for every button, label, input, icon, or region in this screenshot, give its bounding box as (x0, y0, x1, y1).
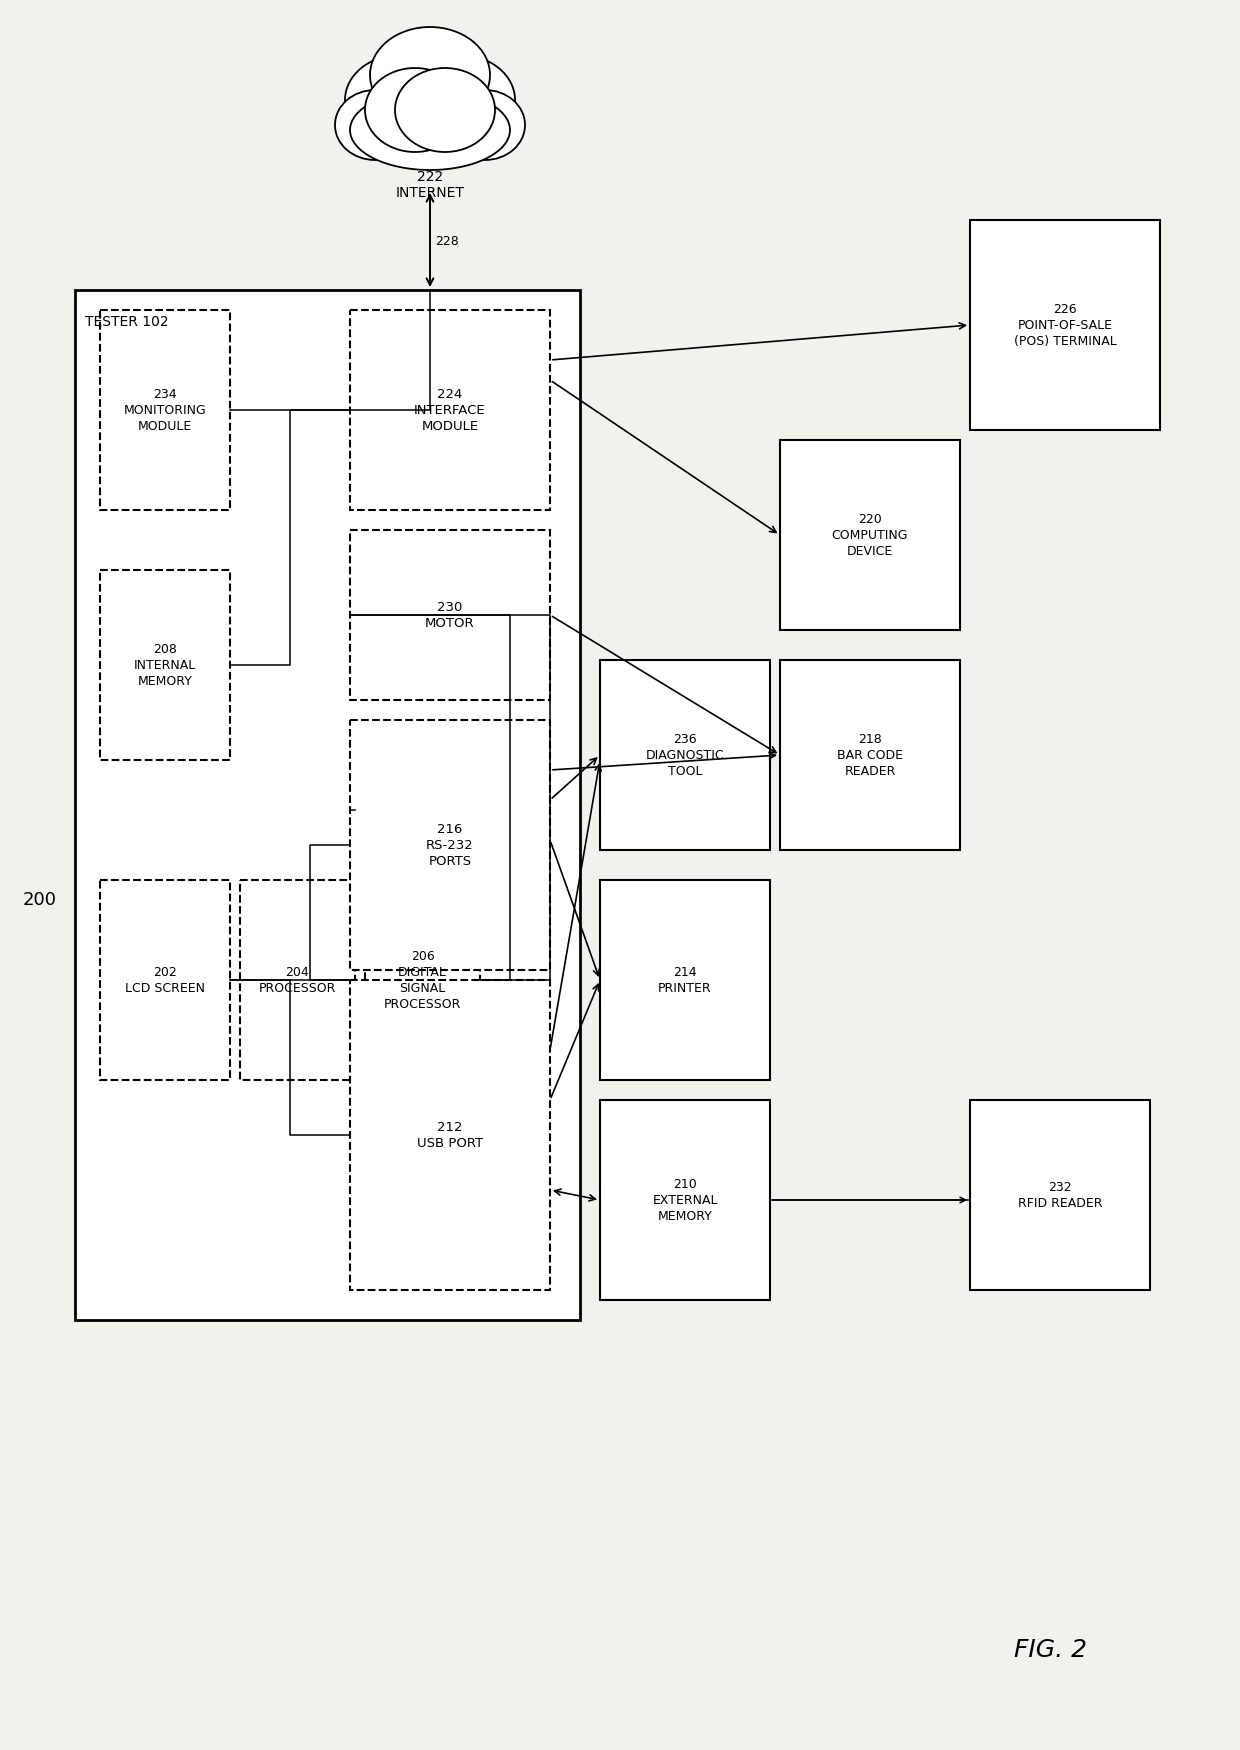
Text: 208
INTERNAL
MEMORY: 208 INTERNAL MEMORY (134, 642, 196, 688)
Text: 224
INTERFACE
MODULE: 224 INTERFACE MODULE (414, 387, 486, 432)
Bar (100, 310, 229, 509)
Text: TESTER 102: TESTER 102 (86, 315, 169, 329)
Text: 236
DIAGNOSTIC
TOOL: 236 DIAGNOSTIC TOOL (646, 733, 724, 777)
Text: 234
MONITORING
MODULE: 234 MONITORING MODULE (124, 387, 206, 432)
Bar (970, 220, 1159, 430)
Text: 226
POINT-OF-SALE
(POS) TERMINAL: 226 POINT-OF-SALE (POS) TERMINAL (1013, 303, 1116, 348)
Text: 228: 228 (435, 234, 459, 248)
Text: 202
LCD SCREEN: 202 LCD SCREEN (125, 966, 205, 994)
Text: 204
PROCESSOR: 204 PROCESSOR (259, 966, 336, 994)
Text: 232
RFID READER: 232 RFID READER (1018, 1181, 1102, 1209)
Ellipse shape (345, 54, 455, 145)
Bar (350, 980, 551, 1290)
Bar (970, 1101, 1149, 1290)
Text: 200: 200 (24, 891, 57, 908)
Text: 222
INTERNET: 222 INTERNET (396, 170, 465, 200)
Ellipse shape (335, 89, 415, 159)
Bar (350, 530, 551, 700)
Ellipse shape (396, 68, 495, 152)
Ellipse shape (370, 26, 490, 123)
Ellipse shape (350, 89, 510, 170)
Bar (74, 290, 580, 1320)
Text: 220
COMPUTING
DEVICE: 220 COMPUTING DEVICE (832, 513, 908, 558)
Text: 218
BAR CODE
READER: 218 BAR CODE READER (837, 733, 903, 777)
Bar (780, 439, 960, 630)
Bar (350, 310, 551, 509)
Ellipse shape (445, 89, 525, 159)
Text: 214
PRINTER: 214 PRINTER (658, 966, 712, 994)
Text: 210
EXTERNAL
MEMORY: 210 EXTERNAL MEMORY (652, 1178, 718, 1223)
Ellipse shape (405, 54, 515, 145)
Text: 212
USB PORT: 212 USB PORT (417, 1120, 484, 1150)
Ellipse shape (365, 68, 465, 152)
Bar (350, 719, 551, 970)
Text: 206
DIGITAL
SIGNAL
PROCESSOR: 206 DIGITAL SIGNAL PROCESSOR (384, 950, 461, 1010)
Text: 216
RS-232
PORTS: 216 RS-232 PORTS (427, 822, 474, 868)
Text: FIG. 2: FIG. 2 (1013, 1638, 1086, 1662)
Bar (241, 880, 355, 1080)
Bar (365, 880, 480, 1080)
Bar (100, 880, 229, 1080)
Bar (600, 880, 770, 1080)
Bar (600, 1101, 770, 1300)
Text: 230
MOTOR: 230 MOTOR (425, 600, 475, 630)
Bar (780, 660, 960, 850)
Bar (600, 660, 770, 850)
Bar (100, 570, 229, 760)
